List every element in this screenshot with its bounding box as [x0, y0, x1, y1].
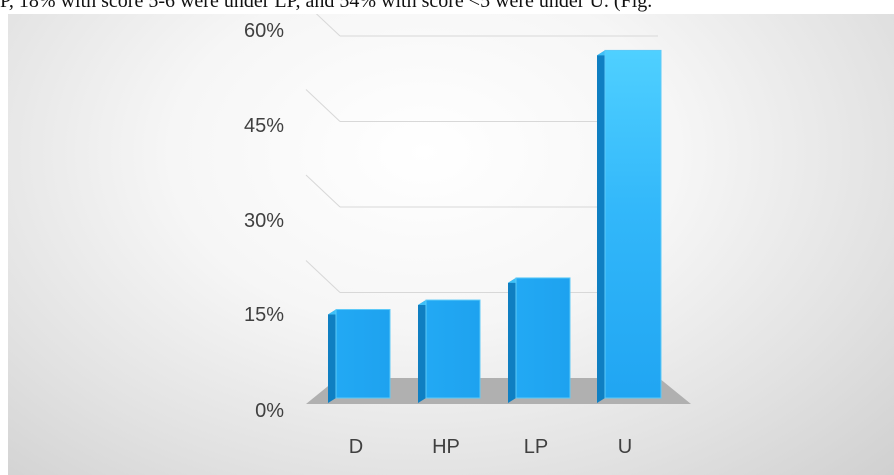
y-tick-label: 45%	[244, 115, 284, 137]
x-category-label: HP	[432, 436, 460, 458]
gridline-wall	[305, 174, 341, 208]
y-tick-label: 15%	[244, 304, 284, 326]
chart-floor-layer	[306, 378, 691, 404]
x-category-label: U	[618, 436, 632, 458]
bar-front-face	[425, 299, 481, 399]
bar-side-face	[418, 300, 426, 403]
bar-front-face	[515, 277, 571, 399]
caption-text: P, 18% with score 5-6 were under LP, and…	[0, 0, 653, 12]
bar-HP	[418, 299, 481, 403]
bar-side-face	[508, 277, 516, 403]
bar-U	[597, 49, 662, 404]
bar-LP	[508, 277, 571, 403]
bar-front-face	[335, 309, 391, 399]
gridline-wall	[305, 260, 341, 293]
bar-chart: 0% 15% 30% 45% 60% D HP LP U	[244, 14, 691, 458]
y-axis-tick-labels: 0% 15% 30% 45% 60%	[244, 20, 284, 422]
bar-side-face	[597, 50, 605, 404]
y-tick-label: 0%	[255, 400, 284, 422]
gridline-wall	[315, 14, 341, 37]
bars	[328, 49, 662, 404]
x-category-label: D	[349, 436, 363, 458]
y-tick-label: 60%	[244, 20, 284, 42]
y-tick-label: 30%	[244, 210, 284, 232]
bar-front-face	[604, 49, 662, 399]
bar-D	[328, 309, 391, 403]
gridline-wall	[305, 89, 341, 122]
bar-side-face	[328, 309, 336, 403]
chart-floor	[306, 378, 691, 404]
chart-panel: 0% 15% 30% 45% 60% D HP LP U	[8, 14, 894, 475]
x-axis-category-labels: D HP LP U	[349, 436, 632, 458]
x-category-label: LP	[524, 436, 548, 458]
